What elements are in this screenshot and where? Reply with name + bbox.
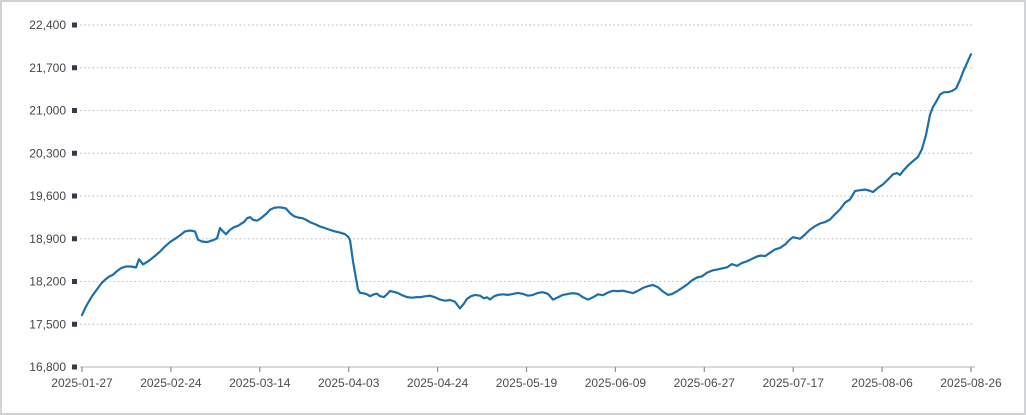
y-tick-label: 20,300 xyxy=(29,146,66,160)
x-tick-label: 2025-08-06 xyxy=(851,376,913,390)
y-tick-marker xyxy=(72,364,77,370)
x-tick-label: 2025-03-14 xyxy=(229,376,291,390)
y-tick-label: 16,800 xyxy=(29,360,66,374)
x-tick-label: 2025-06-27 xyxy=(674,376,736,390)
x-tick-label: 2025-06-09 xyxy=(585,376,647,390)
x-tick-label: 2025-05-19 xyxy=(496,376,558,390)
y-tick-marker xyxy=(72,22,77,28)
y-tick-marker xyxy=(72,150,77,156)
y-tick-marker xyxy=(72,236,77,242)
x-tick-label: 2025-08-26 xyxy=(940,376,1002,390)
price-line xyxy=(80,53,973,317)
y-tick-label: 21,700 xyxy=(29,61,66,75)
y-tick-label: 19,600 xyxy=(29,189,66,203)
y-tick-label: 18,200 xyxy=(29,275,66,289)
x-tick-label: 2025-02-24 xyxy=(140,376,202,390)
y-tick-marker xyxy=(72,108,77,113)
y-tick-label: 21,000 xyxy=(29,104,66,118)
x-tick-label: 2025-04-03 xyxy=(318,376,380,390)
y-tick-marker xyxy=(72,321,77,327)
x-tick-label: 2025-04-24 xyxy=(407,376,469,390)
y-tick-marker xyxy=(72,279,77,284)
x-tick-label: 2025-01-27 xyxy=(51,376,113,390)
y-tick-marker xyxy=(72,65,77,71)
x-tick-label: 2025-07-17 xyxy=(763,376,825,390)
y-tick-label: 18,900 xyxy=(29,232,66,246)
y-tick-label: 22,400 xyxy=(29,18,66,32)
y-tick-label: 17,500 xyxy=(29,317,66,331)
y-tick-marker xyxy=(72,193,77,199)
